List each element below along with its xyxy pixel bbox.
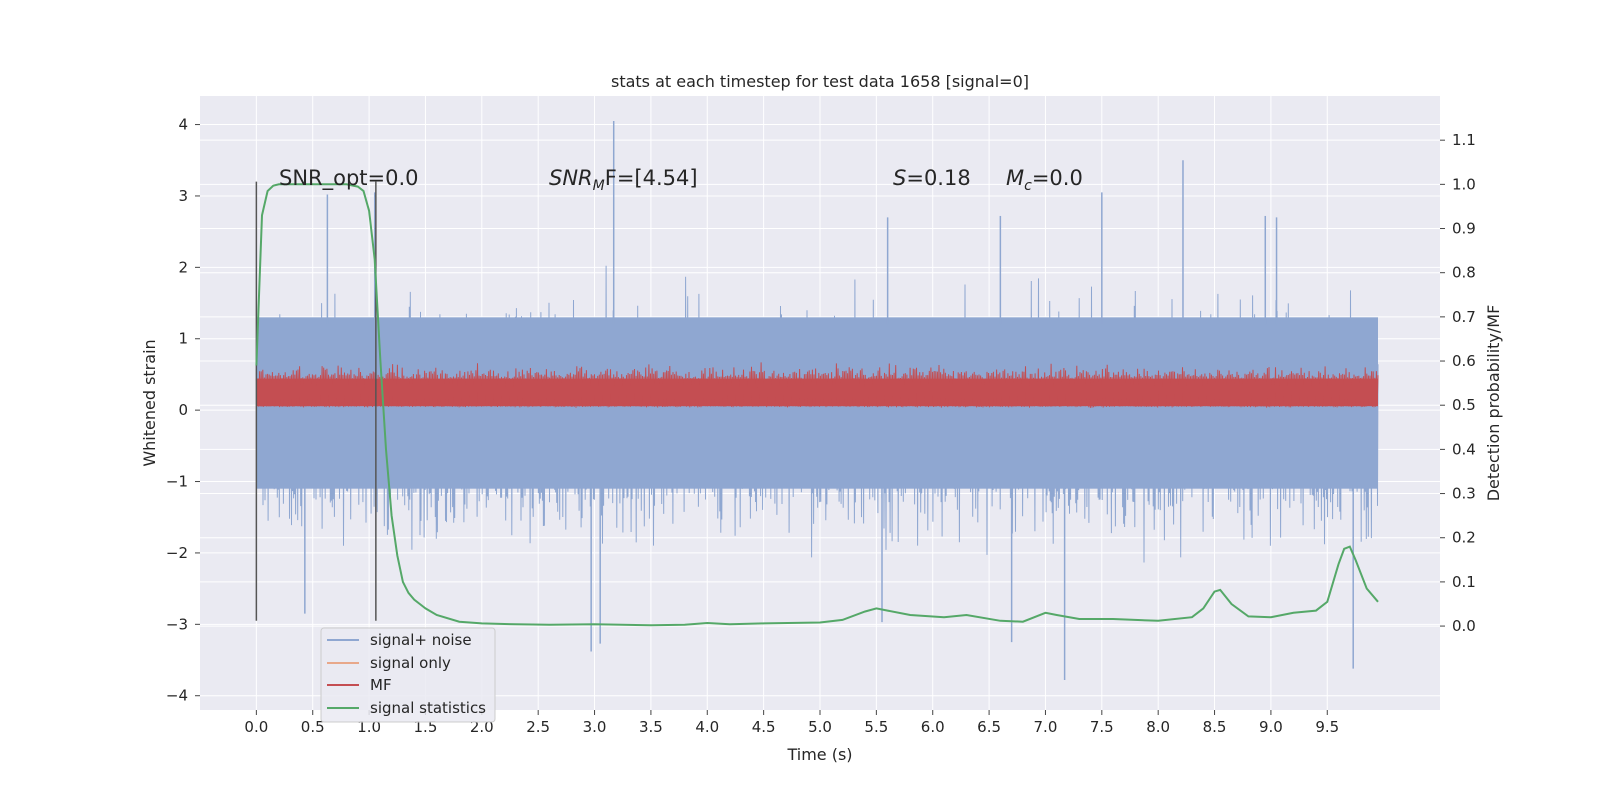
x-tick-label: 3.5: [639, 718, 663, 736]
mf-series: [255, 362, 1379, 408]
legend-label-mf: MF: [370, 676, 392, 694]
legend-box: [320, 627, 496, 723]
x-tick-label: 8.0: [1146, 718, 1170, 736]
y-right-tick-label: 0.1: [1452, 573, 1476, 591]
y-right-tick-label: 0.2: [1452, 529, 1476, 547]
legend-label-signal-statistics: signal statistics: [370, 699, 486, 717]
y-left-tick-label: −3: [166, 615, 188, 633]
legend: signal+ noise signal only MF signal stat…: [320, 627, 496, 723]
y-left-tick-label: −4: [166, 687, 188, 705]
x-tick-label: 5.5: [864, 718, 888, 736]
mf-line: [255, 362, 1379, 408]
x-tick-label: 6.0: [921, 718, 945, 736]
y-right-tick-label: 0.7: [1452, 308, 1476, 326]
y-left-tick-label: 2: [178, 258, 188, 276]
y-right-tick-label: 1.0: [1452, 175, 1476, 193]
legend-label-signal-noise: signal+ noise: [370, 631, 472, 649]
chart-title: stats at each timestep for test data 165…: [611, 72, 1029, 91]
y-right-tick-label: 0.5: [1452, 396, 1476, 414]
x-tick-label: 8.5: [1203, 718, 1227, 736]
x-tick-label: 7.0: [1034, 718, 1058, 736]
signal-statistics-line: [255, 183, 1379, 627]
annotation-mc: Mc=0.0: [1006, 166, 1083, 194]
y-left-tick-label: −1: [166, 473, 188, 491]
x-tick-label: 0.5: [301, 718, 325, 736]
y-right-tick-label: 1.1: [1452, 131, 1476, 149]
y-right-tick-label: 0.0: [1452, 617, 1476, 635]
y-left-tick-label: 0: [178, 401, 188, 419]
y-right-tick-label: 0.4: [1452, 440, 1476, 458]
y-left-tick-label: −2: [166, 544, 188, 562]
x-tick-label: 5.0: [808, 718, 832, 736]
x-tick-label: 4.0: [695, 718, 719, 736]
x-tick-label: 3.0: [583, 718, 607, 736]
annotation-mc-main: M: [1006, 166, 1024, 190]
y-right-tick-label: 0.6: [1452, 352, 1476, 370]
y-left-tick-label: 3: [178, 187, 188, 205]
annotation-snr-mf-main: SNR: [549, 166, 593, 190]
y-axis-left-label: Whitened strain: [140, 339, 159, 466]
y-left-tick-label: 4: [178, 116, 188, 134]
annotation-mc-sub: c: [1024, 178, 1032, 194]
legend-label-signal-only: signal only: [370, 654, 451, 672]
x-tick-label: 9.5: [1315, 718, 1339, 736]
annotation-s: S=0.18: [893, 166, 971, 190]
window-markers: [255, 181, 377, 621]
x-tick-label: 7.5: [1090, 718, 1114, 736]
y-right-tick-label: 0.3: [1452, 485, 1476, 503]
x-tick-label: 0.0: [244, 718, 268, 736]
x-tick-label: 2.5: [526, 718, 550, 736]
annotation-snr-opt: SNR_opt=0.0: [279, 166, 419, 191]
annotation-s-rest: =0.18: [906, 166, 970, 190]
x-axis-label: Time (s): [786, 745, 852, 764]
y-axis-right-label: Detection probability/MF: [1484, 305, 1503, 502]
y-right-tick-label: 0.9: [1452, 220, 1476, 238]
annotation-snr-mf: SNRMF=[4.54]: [549, 166, 698, 194]
annotation-snr-mf-sub: M: [593, 178, 605, 194]
x-tick-label: 6.5: [977, 718, 1001, 736]
x-tick-label: 4.5: [752, 718, 776, 736]
x-tick-label: 9.0: [1259, 718, 1283, 736]
y-right-tick-label: 0.8: [1452, 264, 1476, 282]
y-left-tick-label: 1: [178, 330, 188, 348]
annotation-snr-mf-rest: F=[4.54]: [605, 166, 698, 190]
annotation-mc-rest: =0.0: [1032, 166, 1083, 190]
signal-statistics-series: [255, 183, 1379, 627]
annotation-s-main: S: [893, 166, 906, 190]
